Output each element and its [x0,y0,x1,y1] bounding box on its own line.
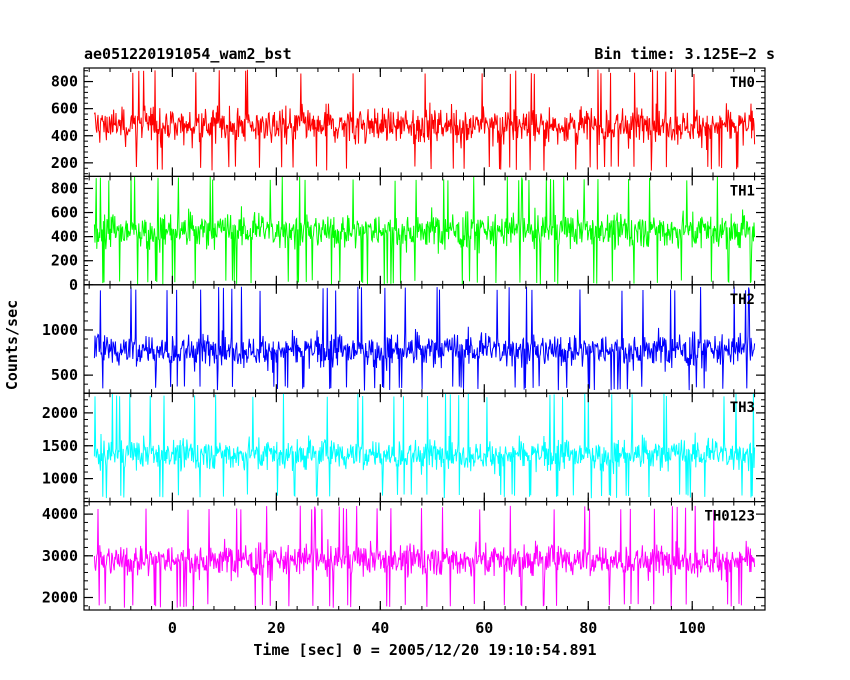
x-tick-label: 60 [475,619,493,637]
y-tick-label: 2000 [42,404,78,422]
x-tick-label: 40 [371,619,389,637]
y-tick-label: 4000 [42,505,78,523]
x-tick-label: 0 [168,619,177,637]
y-tick-label: 800 [51,73,78,91]
panel-label-th0123: TH0123 [704,509,755,525]
y-tick-label: 1500 [42,437,78,455]
y-tick-label: 400 [51,228,78,246]
panel-label-th2: TH2 [730,292,755,308]
y-tick-label: 400 [51,127,78,145]
panel-label-th0: TH0 [730,75,755,91]
y-tick-label: 1000 [42,470,78,488]
series-line-th0 [93,69,756,171]
x-axis-label: Time [sec] 0 = 2005/12/20 19:10:54.891 [253,641,596,659]
y-tick-label: 600 [51,100,78,118]
panel-th3: 1000 1500 2000 TH3 [42,392,766,503]
y-tick-label: 1000 [42,321,78,339]
panels-group: 200 400 600 800 TH0 0 200 400 600 800 TH1 500 1000 TH… [42,67,766,611]
y-tick-label: 200 [51,154,78,172]
y-tick-label: 0 [69,276,78,294]
panel-label-th1: TH1 [730,183,755,199]
panel-th2: 500 1000 TH2 [42,284,766,394]
y-tick-label: 2000 [42,588,78,606]
panel-th0: 200 400 600 800 TH0 [51,67,766,178]
series-line-th3 [93,393,756,499]
y-axis-label: Counts/sec [3,300,21,390]
panel-label-th3: TH3 [730,400,755,416]
chart-title-left: ae051220191054_wam2_bst [84,45,292,63]
y-tick-label: 600 [51,204,78,222]
x-tick-label: 80 [579,619,597,637]
series-line-th1 [93,176,756,285]
panel-th0123: 2000 3000 4000 TH0123 [42,501,766,611]
x-tick-label: 20 [267,619,285,637]
x-tick-label: 100 [679,619,706,637]
y-tick-label: 3000 [42,547,78,565]
y-tick-label: 500 [51,366,78,384]
x-axis: 0 20 40 60 80 100 [168,619,706,637]
chart-title-right: Bin time: 3.125E−2 s [594,45,775,63]
y-tick-label: 200 [51,252,78,270]
panel-th1: 0 200 400 600 800 TH1 [51,175,766,294]
series-line-th2 [93,286,756,391]
series-line-th0123 [93,505,756,608]
y-tick-label: 800 [51,179,78,197]
